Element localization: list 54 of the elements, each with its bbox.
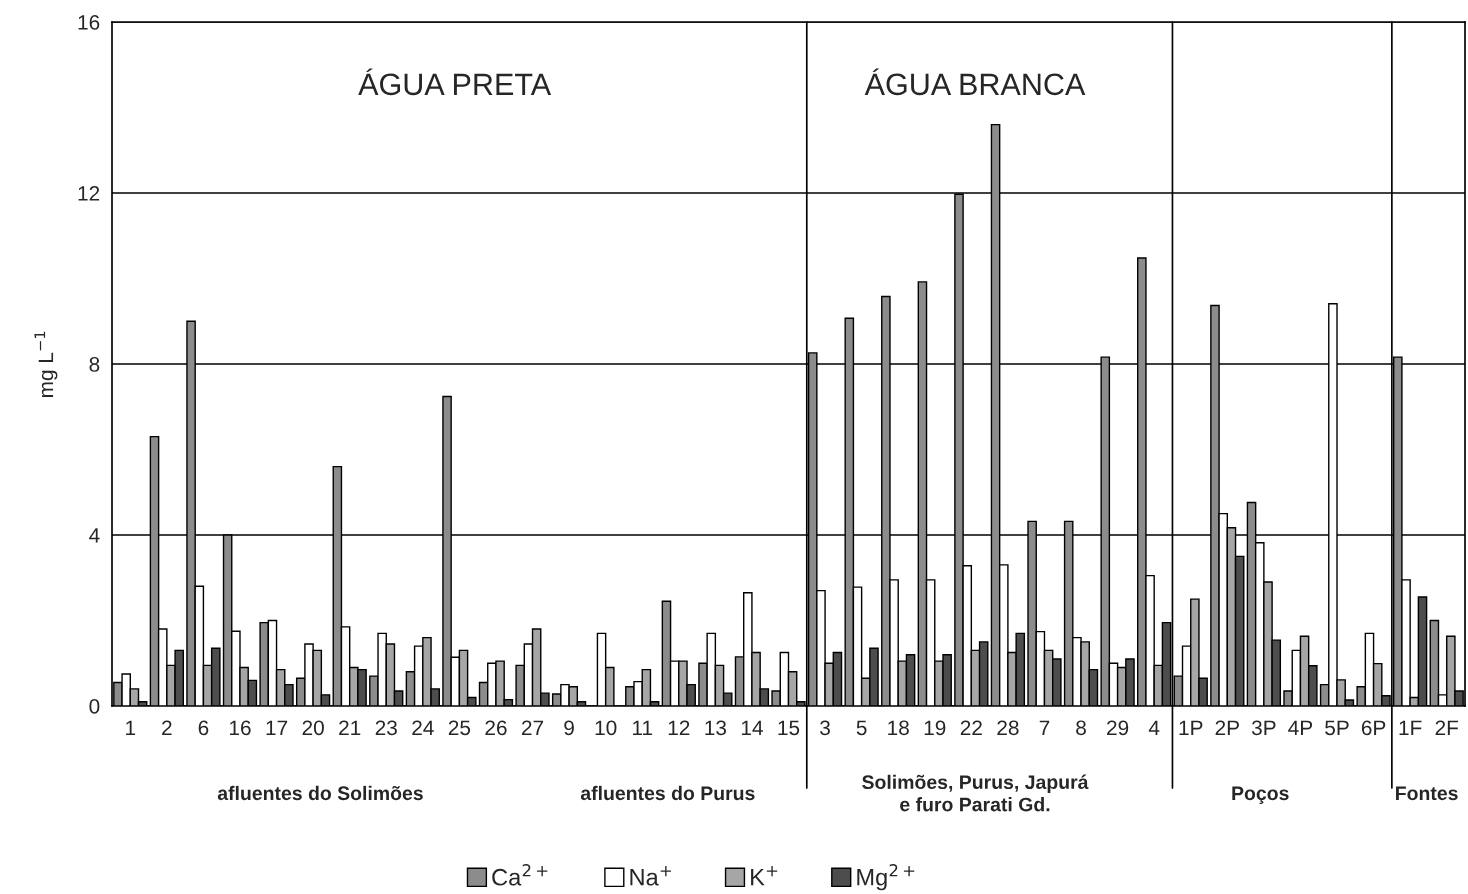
legend-label: Na$^{+}$	[630, 865, 672, 886]
x-tick-label: 16	[229, 720, 251, 736]
y-tick-label: 0	[89, 699, 100, 714]
x-tick-label: 6P	[1361, 720, 1386, 736]
x-tick-label: 15	[778, 720, 800, 736]
x-tick-label: 27	[521, 720, 544, 735]
x-tick-label: 8	[1076, 720, 1086, 736]
x-tick-label: 3	[820, 720, 830, 736]
x-tick-label: 4	[1148, 720, 1160, 735]
x-tick-label: 25	[448, 720, 471, 736]
y-tick-label: 4	[89, 528, 100, 543]
annotation: ÁGUA BRANCA	[864, 68, 1086, 96]
x-tick-label: 13	[705, 720, 727, 736]
x-tick-label: 3P	[1251, 720, 1276, 736]
x-tick-label: 2F	[1435, 720, 1459, 735]
x-tick-label: 23	[375, 720, 397, 736]
y-tick-label: 12	[78, 186, 100, 201]
x-tick-label: 28	[997, 720, 1019, 736]
x-tick-label: 6	[198, 720, 209, 736]
x-tick-label: 22	[960, 720, 982, 735]
x-tick-label: 11	[633, 720, 653, 735]
x-tick-label: 1P	[1179, 720, 1203, 735]
x-tick-label: 2	[162, 720, 172, 735]
x-tick-label: 1	[126, 720, 136, 735]
legend-label: Ca$^{2+}$	[492, 864, 548, 886]
legend-label: K$^{+}$	[751, 865, 778, 886]
x-tick-label: 29	[1107, 720, 1129, 736]
x-tick-label: 26	[485, 720, 507, 736]
y-axis-title: mg L$^{−1}$	[34, 331, 58, 397]
x-tick-label: 24	[412, 720, 434, 735]
x-tick-label: 18	[888, 720, 909, 736]
text: afluentes do Solimões	[217, 785, 423, 801]
x-tick-label: 9	[564, 720, 574, 736]
text: afluentes do Purus	[580, 785, 755, 801]
x-tick-label: 19	[924, 720, 946, 736]
x-tick-label: 2P	[1215, 720, 1239, 735]
x-tick-label: 17	[266, 720, 288, 735]
text: Fontes	[1396, 786, 1458, 801]
x-tick-label: 5	[856, 720, 867, 736]
text: Solimões, Purus, Japurá e furo Parati Gd.	[862, 774, 1089, 812]
x-tick-label: 12	[668, 720, 690, 735]
x-tick-label: 4P	[1288, 720, 1313, 735]
x-tick-label: 7	[1039, 720, 1050, 735]
legend-label: Mg$^{2+}$	[857, 864, 915, 891]
x-tick-label: 14	[741, 720, 763, 735]
x-tick-label: 1F	[1399, 720, 1422, 735]
x-tick-label: 21	[339, 720, 361, 735]
x-tick-label: 20	[302, 720, 324, 736]
x-tick-label: 10	[595, 720, 617, 736]
text: Poços	[1232, 786, 1289, 804]
annotation: ÁGUA PRETA	[358, 68, 552, 96]
y-tick-label: 8	[89, 357, 100, 372]
x-tick-label: 5P	[1325, 720, 1349, 736]
y-tick-label: 16	[78, 15, 100, 30]
